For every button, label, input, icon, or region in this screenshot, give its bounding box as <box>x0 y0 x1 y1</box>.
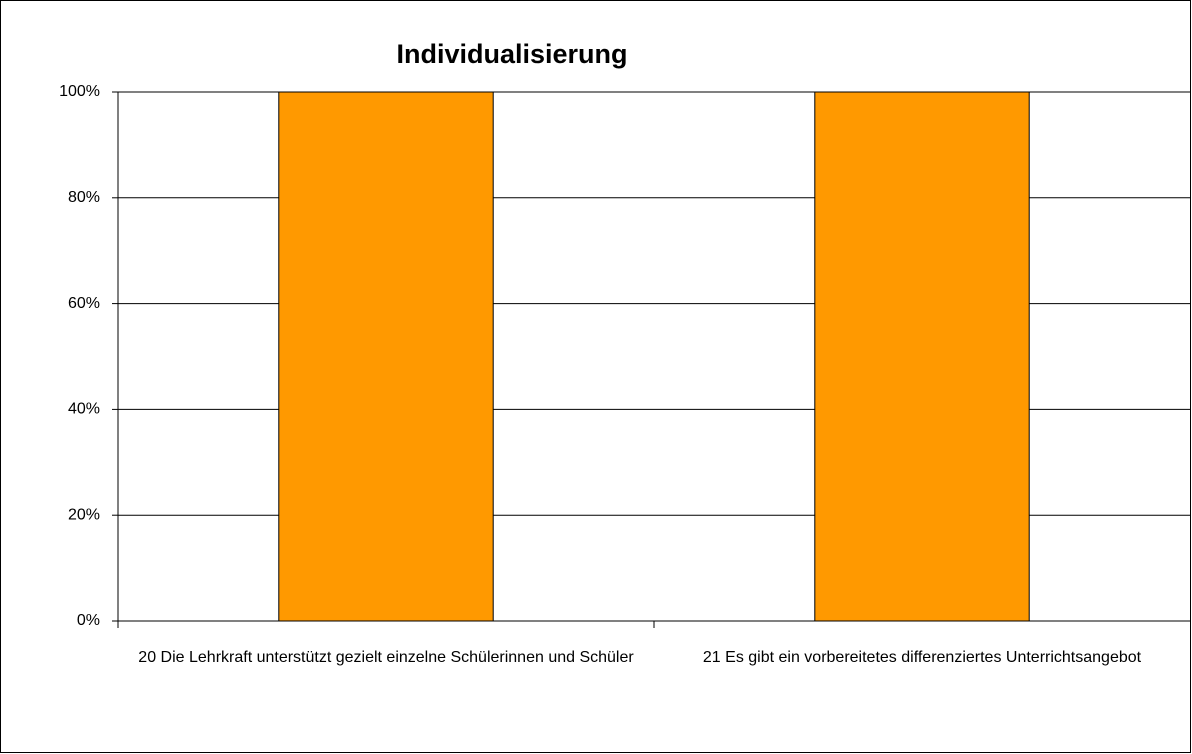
bar <box>814 91 1030 622</box>
chart-title: Individualisierung <box>396 39 627 69</box>
y-tick-label: 40% <box>68 401 100 418</box>
y-tick-label: 60% <box>68 295 100 312</box>
bar <box>278 91 494 622</box>
x-tick-label: 21 Es gibt ein vorbereitetes differenzie… <box>702 649 1142 666</box>
x-tick-label: 20 Die Lehrkraft unterstützt gezielt ein… <box>138 649 634 666</box>
y-tick-label: 20% <box>68 506 100 523</box>
y-tick-label: 0% <box>77 612 100 629</box>
y-tick-label: 100% <box>59 83 100 100</box>
y-tick-label: 80% <box>68 189 100 206</box>
